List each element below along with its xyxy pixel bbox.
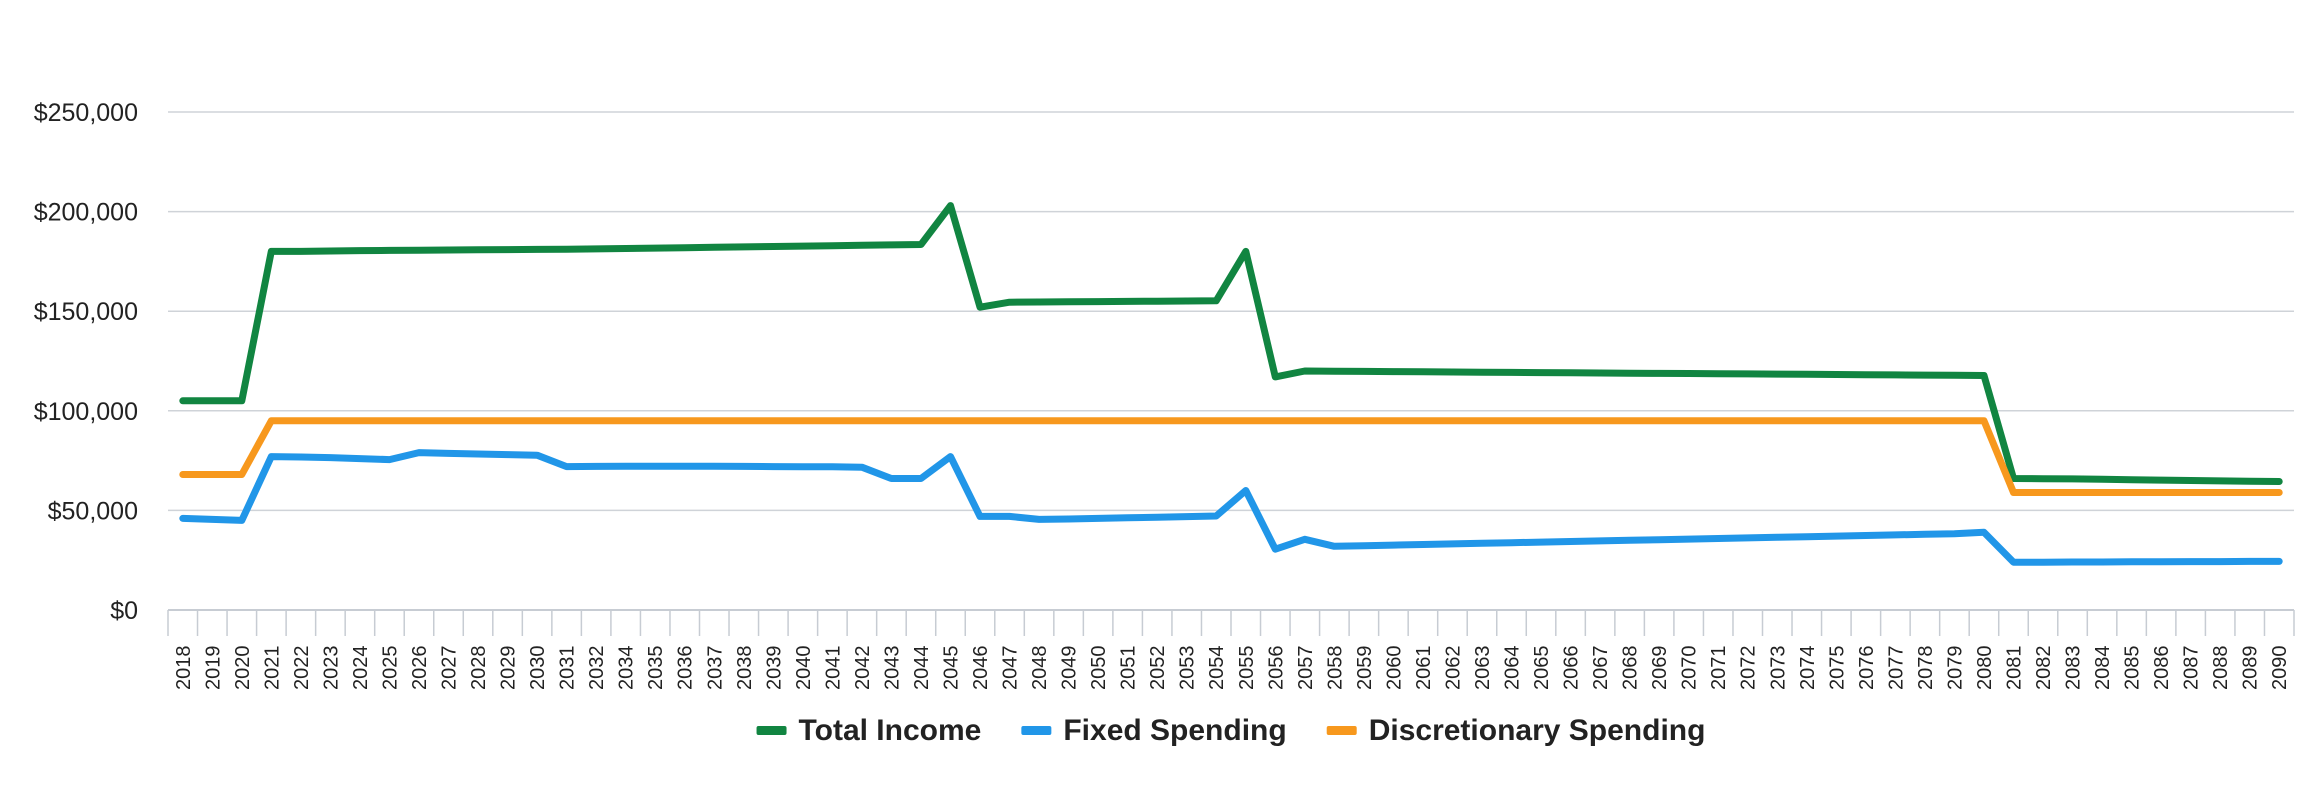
x-tick-label: 2049: [1059, 646, 1081, 691]
x-tick-label: 2048: [1029, 646, 1051, 691]
x-tick-label: 2046: [970, 646, 992, 691]
x-tick-label: 2020: [232, 646, 254, 691]
legend-swatch: [1021, 726, 1052, 735]
x-tick-label: 2054: [1206, 646, 1228, 691]
x-tick-label: 2043: [881, 646, 903, 691]
legend-label: Fixed Spending: [1063, 714, 1286, 747]
x-tick-label: 2077: [1885, 646, 1907, 691]
x-tick-label: 2071: [1708, 646, 1730, 691]
x-axis: 2018 2019 2020 2021 2022 2023 2024 2025 2026 2027…: [167, 609, 2295, 691]
series-line-total-income: [179, 202, 2283, 485]
x-tick-label: 2024: [350, 646, 372, 691]
x-tick-label: 2041: [822, 646, 844, 691]
x-tick-label: 2030: [527, 646, 549, 691]
x-tick-label: 2076: [1856, 646, 1878, 691]
x-tick-label: 2073: [1767, 646, 1789, 691]
x-tick-label: 2074: [1797, 646, 1819, 691]
x-tick-label: 2080: [1974, 646, 1996, 691]
legend-item: Total Income: [756, 714, 982, 747]
x-tick-label: 2078: [1915, 646, 1937, 691]
legend-item: Fixed Spending: [1021, 714, 1287, 747]
x-tick-label: 2056: [1265, 646, 1287, 691]
x-tick-label: 2087: [2181, 646, 2203, 691]
series-lines: [179, 202, 2283, 566]
x-tick-label: 2037: [704, 646, 726, 691]
legend: Total Income Fixed Spending Discretionary …: [756, 714, 1706, 747]
x-tick-label: 2083: [2063, 646, 2085, 691]
legend-swatch: [1326, 726, 1357, 735]
x-tick-label: 2038: [734, 646, 756, 691]
x-tick-label: 2066: [1561, 646, 1583, 691]
x-tick-label: 2081: [2003, 646, 2025, 691]
x-tick-label: 2031: [557, 646, 579, 691]
x-tick-label: 2060: [1383, 646, 1405, 691]
x-tick-label: 2028: [468, 646, 490, 691]
x-tick-label: 2057: [1295, 646, 1317, 691]
x-tick-label: 2070: [1679, 646, 1701, 691]
y-tick-label: $150,000: [34, 298, 138, 326]
x-tick-label: 2034: [616, 646, 638, 691]
y-axis: $0 $50,000 $100,000 $150,000 $200,000 $250,00…: [34, 99, 138, 625]
x-tick-label: 2035: [645, 646, 667, 691]
series-line-discretionary-spending: [179, 417, 2283, 496]
legend-item: Discretionary Spending: [1326, 714, 1706, 747]
x-tick-label: 2065: [1531, 646, 1553, 691]
gridlines: [168, 111, 2294, 512]
x-tick-label: 2052: [1147, 646, 1169, 691]
x-tick-label: 2086: [2151, 646, 2173, 691]
legend-label: Total Income: [799, 714, 982, 747]
x-tick-label: 2025: [379, 646, 401, 691]
x-tick-label: 2072: [1738, 646, 1760, 691]
x-tick-label: 2023: [320, 646, 342, 691]
x-tick-label: 2050: [1088, 646, 1110, 691]
x-tick-label: 2039: [763, 646, 785, 691]
x-tick-label: 2068: [1620, 646, 1642, 691]
x-tick-label: 2085: [2122, 646, 2144, 691]
x-tick-label: 2059: [1354, 646, 1376, 691]
x-tick-label: 2042: [852, 646, 874, 691]
y-tick-label: $50,000: [48, 497, 138, 525]
x-tick-label: 2026: [409, 646, 431, 691]
legend-swatch: [756, 726, 787, 735]
x-tick-label: 2089: [2240, 646, 2262, 691]
x-tick-label: 2044: [911, 646, 933, 691]
x-tick-label: 2045: [940, 646, 962, 691]
x-tick-label: 2053: [1177, 646, 1199, 691]
legend-label: Discretionary Spending: [1369, 714, 1706, 747]
x-tick-label: 2021: [261, 646, 283, 691]
x-tick-label: 2063: [1472, 646, 1494, 691]
x-tick-label: 2055: [1236, 646, 1258, 691]
x-tick-label: 2079: [1944, 646, 1966, 691]
x-tick-label: 2069: [1649, 646, 1671, 691]
x-tick-label: 2084: [2092, 646, 2114, 691]
x-tick-label: 2047: [1000, 645, 1022, 690]
y-tick-label: $200,000: [34, 199, 138, 227]
x-tick-label: 2018: [173, 646, 195, 691]
x-tick-label: 2022: [291, 646, 313, 691]
y-tick-label: $0: [110, 597, 138, 625]
x-tick-label: 2029: [498, 646, 520, 691]
y-tick-label: $250,000: [34, 99, 138, 127]
x-tick-label: 2082: [2033, 646, 2055, 691]
x-tick-label: 2064: [1502, 646, 1524, 691]
x-tick-label: 2051: [1118, 646, 1140, 691]
x-tick-label: 2075: [1826, 646, 1848, 691]
x-tick-label: 2058: [1324, 646, 1346, 691]
x-tick-label: 2040: [793, 646, 815, 691]
x-tick-label: 2088: [2210, 646, 2232, 691]
x-tick-label: 2027: [439, 646, 461, 691]
x-tick-label: 2032: [586, 646, 608, 691]
x-tick-label: 2061: [1413, 646, 1435, 691]
x-tick-label: 2019: [202, 646, 224, 691]
series-line-fixed-spending: [179, 449, 2283, 566]
x-tick-label: 2062: [1442, 646, 1464, 691]
y-tick-label: $100,000: [34, 398, 138, 426]
x-tick-label: 2090: [2269, 646, 2291, 691]
x-tick-label: 2036: [675, 646, 697, 691]
x-tick-label: 2067: [1590, 646, 1612, 691]
